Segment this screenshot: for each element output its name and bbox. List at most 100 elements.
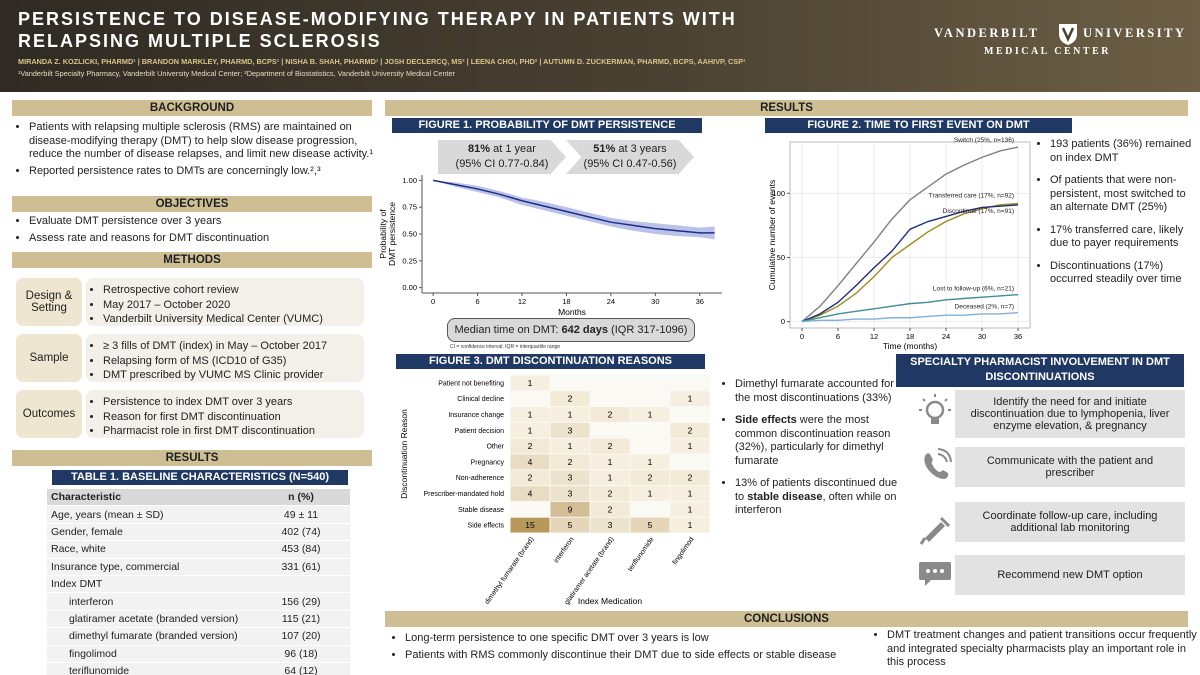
method-list: Persistence to index DMT over 3 yearsRea…: [86, 396, 364, 439]
cell-value: 2: [528, 473, 533, 483]
group-row: Index DMT: [47, 575, 350, 594]
column-label: teriflunomide: [627, 536, 656, 573]
background-list: Patients with relapsing multiple scleros…: [12, 121, 374, 181]
bullet-part: stable disease: [747, 490, 823, 503]
section-heading: RESULTS: [385, 100, 1188, 116]
heatmap-cell: [670, 391, 710, 407]
bullet: Reason for first DMT discontinuation: [103, 411, 364, 425]
heatmap-cell: [630, 470, 670, 486]
bullet: Of patients that were non-persistent, mo…: [1050, 174, 1200, 215]
pharmacist-item: Recommend new DMT option: [955, 555, 1185, 595]
bullet: Dimethyl fumarate accounted for the most…: [735, 378, 905, 405]
heatmap-cell: [510, 454, 550, 470]
survival-line: [432, 179, 715, 234]
table-row: Gender, female 402 (74): [47, 523, 350, 542]
heatmap-cell: [670, 501, 710, 517]
row-label: Non-adherence: [456, 475, 504, 482]
heatmap-cell: [590, 501, 630, 517]
x-tick-label: 18: [906, 332, 914, 341]
column-label: interferon: [553, 536, 576, 564]
figure2-bullets: 193 patients (36%) remained on index DMT…: [1033, 138, 1200, 296]
bullet: Reported persistence rates to DMTs are c…: [29, 165, 374, 179]
cell-value: 1: [608, 457, 613, 467]
callout: 51% at 3 years (95% CI 0.47-0.56): [566, 140, 694, 174]
logo-left: VANDERBILT: [934, 26, 1040, 40]
heatmap-cell: [550, 470, 590, 486]
method-items: ≥ 3 fills of DMT (index) in May – Octobe…: [86, 334, 364, 382]
row-label: Side effects: [468, 523, 505, 530]
x-tick-label: 0: [431, 297, 435, 306]
x-tick-label: 0: [800, 332, 804, 341]
event-line: [801, 204, 1019, 323]
y-tick-label: 0.00: [402, 283, 417, 292]
section-heading: METHODS: [12, 252, 372, 268]
bullet: Persistence to index DMT over 3 years: [103, 396, 364, 410]
logo-sub: MEDICAL CENTER: [984, 46, 1111, 57]
pharmacist-heading: SPECIALTY PHARMACIST INVOLVEMENT IN DMT …: [896, 354, 1184, 387]
y-axis-label: Cumulative number of events: [767, 180, 777, 291]
callouts: 81% at 1 year (95% CI 0.77-0.84) 51% at 3 …: [438, 140, 698, 176]
heatmap-cell: [510, 486, 550, 501]
heatmap-cell: [670, 470, 710, 486]
bullet-part: Dimethyl fumarate accounted for the most…: [735, 378, 894, 404]
row-label: Patient not benefiting: [438, 380, 504, 387]
y-axis-label: Discontinuation Reason: [399, 409, 409, 499]
heatmap-cell: [670, 422, 710, 438]
conclusions-left: Long-term persistence to one specific DM…: [388, 632, 885, 665]
cell-value: 5: [568, 520, 573, 530]
method-list: Retrospective cohort reviewMay 2017 – Oc…: [86, 284, 364, 327]
cell-value: 1: [528, 425, 533, 435]
callout-ci: (95% CI 0.47-0.56): [583, 158, 677, 170]
cell: [252, 575, 350, 594]
pharmacist-item: Identify the need for and initiate disco…: [955, 390, 1185, 438]
cell: 402 (74): [252, 523, 350, 542]
header-cell: n (%): [252, 489, 350, 507]
bullet: DMT prescribed by VUMC MS Clinic provide…: [103, 369, 364, 383]
heatmap-cell: [630, 454, 670, 470]
cell-value: 1: [528, 410, 533, 420]
logo-shield: [1059, 24, 1077, 45]
cell: Index DMT: [47, 575, 252, 594]
cell-value: 1: [688, 489, 693, 499]
bullet: Relapsing form of MS (ICD10 of G35): [103, 355, 364, 369]
header-cell: Characteristic: [47, 489, 252, 507]
callout-main: 81%: [468, 143, 491, 155]
bullet: Vanderbilt University Medical Center (VU…: [103, 313, 364, 327]
x-tick-label: 36: [696, 297, 704, 306]
bullet: Patients with RMS commonly discontinue t…: [405, 649, 885, 663]
bullet: Side effects were the most common discon…: [735, 414, 905, 468]
table-row: Insurance type, commercial 331 (61): [47, 558, 350, 576]
callout-ci: (95% CI 0.77-0.84): [455, 158, 549, 170]
icons: [919, 394, 952, 586]
authors: MIRANDA Z. KOZLICKI, PHARMD¹ | BRANDON M…: [18, 57, 746, 66]
median-box: Median time on DMT: 642 days (IQR 317-10…: [447, 318, 695, 342]
y-tick-label: 1.00: [402, 176, 417, 185]
heatmap-cell: [590, 486, 630, 501]
heatmap-cell: [550, 422, 590, 438]
cell: glatiramer acetate (branded version): [47, 610, 252, 629]
series-label: Discontinue (17%, n=91): [943, 208, 1014, 215]
table-row: dimethyl fumarate (branded version) 107 (…: [47, 627, 350, 646]
x-tick-label: 24: [607, 297, 615, 306]
row-label: Clinical decline: [457, 396, 504, 403]
heatmap-cell: [550, 501, 590, 517]
heatmap-cell: [510, 407, 550, 422]
section-heading: BACKGROUND: [12, 100, 372, 116]
cell-value: 2: [568, 457, 573, 467]
heatmap-cell: [550, 517, 590, 533]
cell: dimethyl fumarate (branded version): [47, 627, 252, 646]
column-label: fingolimod: [672, 536, 696, 566]
y-tick-label: 0: [781, 317, 785, 326]
cell-value: 1: [528, 378, 533, 388]
bullet-part: , often while on interferon: [735, 490, 897, 517]
heatmap-cell: [550, 486, 590, 501]
row-label: Other: [486, 444, 504, 451]
note: CI = confidence interval; IQR = interqua…: [450, 344, 561, 350]
bullet: Pharmacist role in first DMT discontinua…: [103, 425, 364, 439]
heatmap-cell: [590, 470, 630, 486]
x-tick-label: 36: [1014, 332, 1022, 341]
logo-right: UNIVERSITY: [1083, 26, 1187, 40]
median-label: Median time on DMT:: [454, 324, 562, 336]
x-axis-label: Months: [558, 307, 586, 317]
